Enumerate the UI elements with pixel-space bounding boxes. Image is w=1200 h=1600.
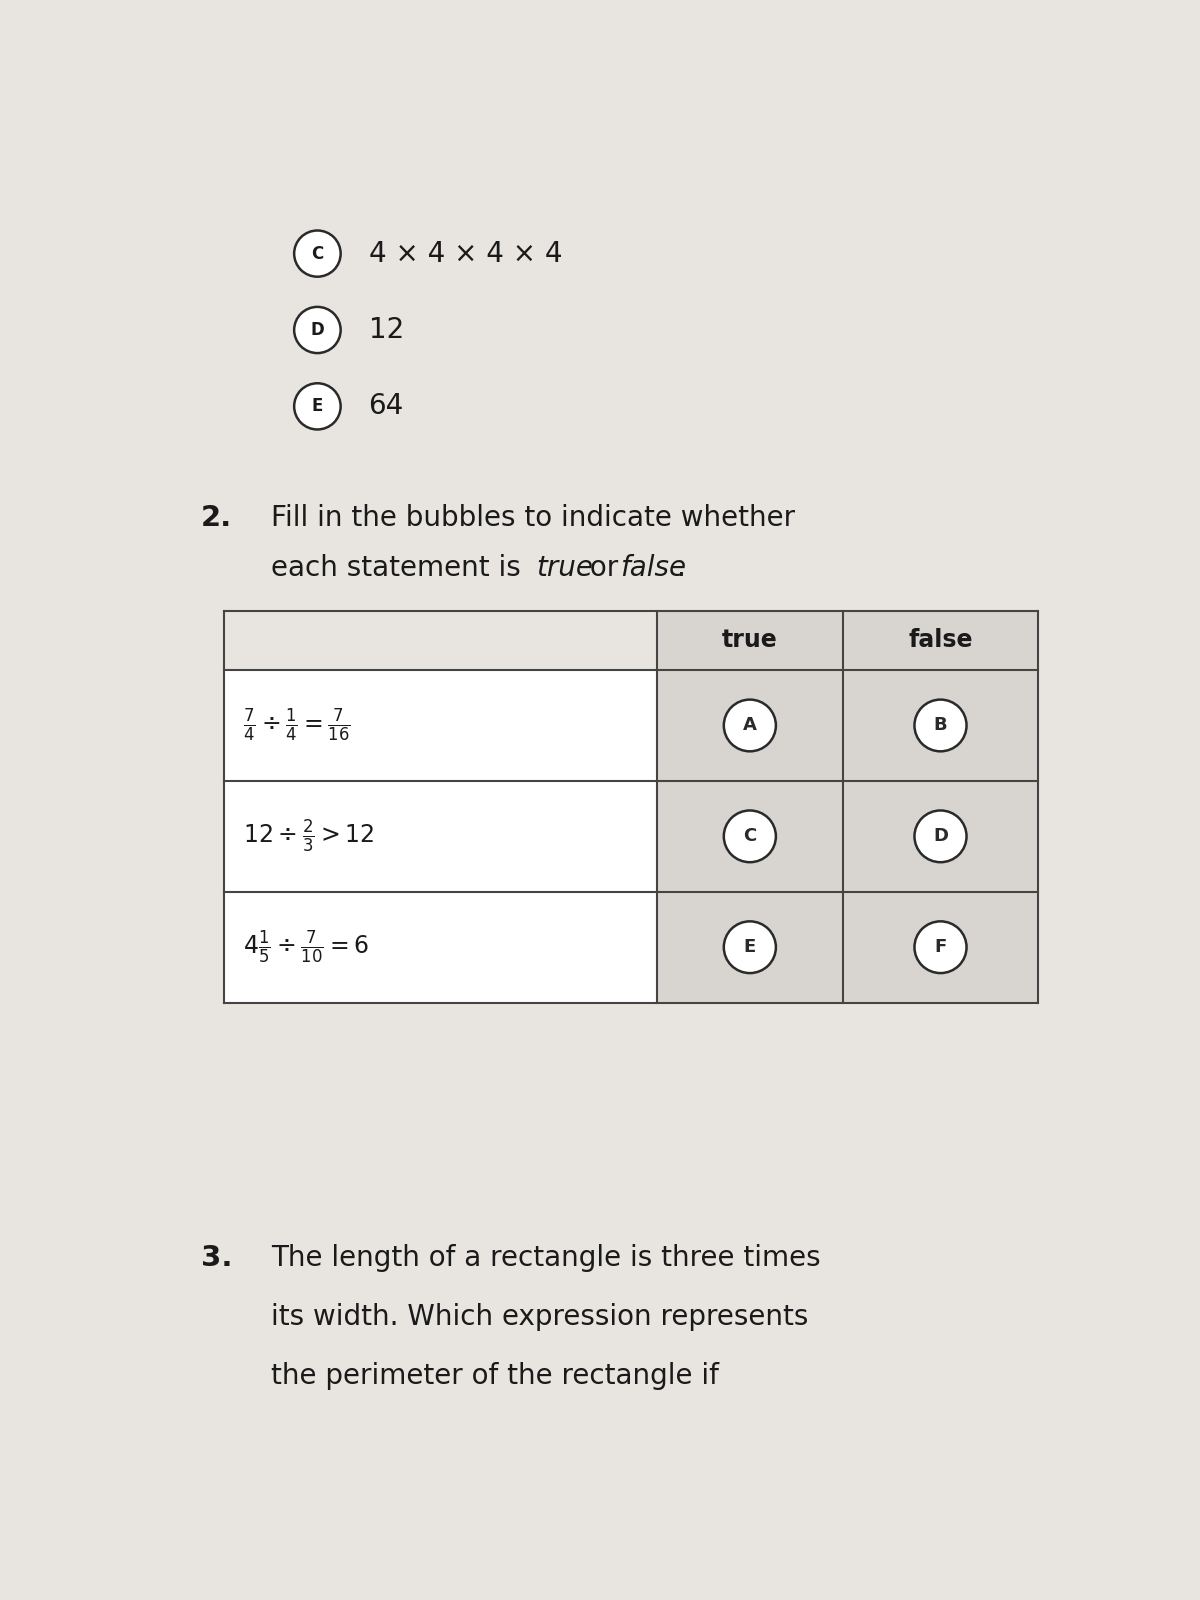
Text: C: C bbox=[743, 827, 756, 845]
Text: false: false bbox=[619, 554, 685, 582]
Text: F: F bbox=[935, 938, 947, 957]
Text: $\frac{7}{4} \div \frac{1}{4} = \frac{7}{16}$: $\frac{7}{4} \div \frac{1}{4} = \frac{7}… bbox=[242, 707, 350, 744]
Text: E: E bbox=[312, 397, 323, 416]
Ellipse shape bbox=[294, 384, 341, 429]
Text: 64: 64 bbox=[368, 392, 403, 421]
Text: A: A bbox=[743, 717, 757, 734]
Ellipse shape bbox=[724, 922, 776, 973]
Text: 12: 12 bbox=[368, 315, 403, 344]
Ellipse shape bbox=[724, 811, 776, 862]
Text: E: E bbox=[744, 938, 756, 957]
Text: $4\frac{1}{5} \div \frac{7}{10} = 6$: $4\frac{1}{5} \div \frac{7}{10} = 6$ bbox=[242, 928, 368, 966]
Text: false: false bbox=[908, 629, 973, 653]
Text: D: D bbox=[311, 322, 324, 339]
Ellipse shape bbox=[914, 811, 966, 862]
Ellipse shape bbox=[724, 699, 776, 752]
Text: 4 × 4 × 4 × 4: 4 × 4 × 4 × 4 bbox=[368, 240, 562, 267]
Text: B: B bbox=[934, 717, 947, 734]
Text: C: C bbox=[311, 245, 324, 262]
Text: each statement is: each statement is bbox=[271, 554, 529, 582]
Text: Fill in the bubbles to indicate whether: Fill in the bubbles to indicate whether bbox=[271, 504, 796, 533]
Text: D: D bbox=[934, 827, 948, 845]
Ellipse shape bbox=[914, 922, 966, 973]
Ellipse shape bbox=[914, 699, 966, 752]
Text: true: true bbox=[722, 629, 778, 653]
Text: $12 \div \frac{2}{3} > 12$: $12 \div \frac{2}{3} > 12$ bbox=[242, 818, 374, 854]
Text: its width. Which expression represents: its width. Which expression represents bbox=[271, 1302, 809, 1331]
Text: true: true bbox=[536, 554, 593, 582]
Ellipse shape bbox=[294, 307, 341, 354]
Text: 2.: 2. bbox=[202, 504, 233, 533]
Text: 3.: 3. bbox=[202, 1243, 233, 1272]
Text: .: . bbox=[677, 554, 686, 582]
Bar bbox=[842, 611, 1038, 1003]
Text: The length of a rectangle is three times: The length of a rectangle is three times bbox=[271, 1243, 821, 1272]
Text: the perimeter of the rectangle if: the perimeter of the rectangle if bbox=[271, 1362, 719, 1390]
Text: or: or bbox=[581, 554, 626, 582]
Bar bbox=[224, 670, 656, 1003]
Ellipse shape bbox=[294, 230, 341, 277]
Bar bbox=[656, 611, 842, 1003]
